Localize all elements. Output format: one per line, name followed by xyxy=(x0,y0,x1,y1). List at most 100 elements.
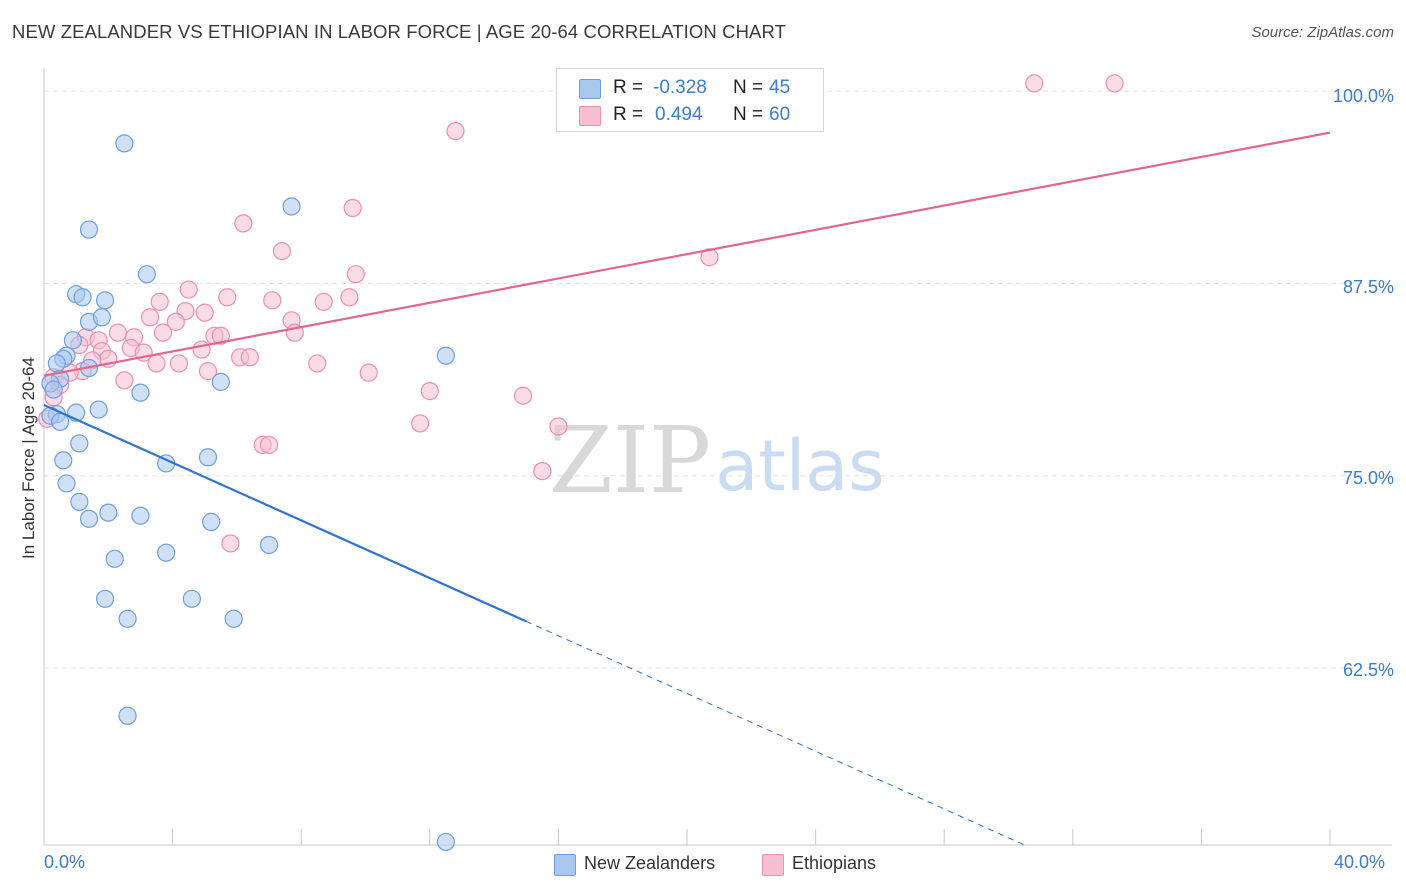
ethiopian-point xyxy=(308,354,327,373)
r-value: -0.328 xyxy=(653,77,707,98)
ethiopian-point xyxy=(272,241,292,261)
ethiopians-trend-line xyxy=(43,131,1331,377)
new-zealander-point xyxy=(63,331,83,350)
x-tick-label: 40.0% xyxy=(1334,852,1386,872)
legend-label: New Zealanders xyxy=(584,853,716,873)
new-zealander-point xyxy=(224,609,243,628)
chart-title: NEW ZEALANDER VS ETHIOPIAN IN LABOR FORC… xyxy=(12,21,786,42)
ethiopian-point xyxy=(166,312,185,331)
y-tick-label: 75.0% xyxy=(1342,468,1394,488)
stats-legend: R = -0.328 N = 45 R = 0.494 N = 60 xyxy=(556,68,824,132)
ethiopian-point xyxy=(192,340,211,359)
new-zealander-point xyxy=(259,535,279,555)
new-zealander-point xyxy=(131,383,150,402)
ethiopian-point xyxy=(446,121,465,141)
new-zealander-point xyxy=(182,589,201,608)
new-zealander-point xyxy=(79,509,99,528)
new-zealander-point xyxy=(89,400,108,419)
new-zealander-point xyxy=(211,372,230,391)
ethiopian-point xyxy=(140,308,160,327)
new-zealander-point xyxy=(92,308,111,327)
new-zealander-point xyxy=(436,346,455,365)
new-zealander-point xyxy=(198,448,218,467)
ethiopian-point xyxy=(234,214,253,233)
ethiopian-point xyxy=(1025,74,1044,93)
x-tick-label: 0.0% xyxy=(44,852,86,872)
ethiopian-point xyxy=(147,354,166,373)
ethiopian-point xyxy=(513,386,533,405)
ethiopian-point xyxy=(211,326,230,345)
new-zealander-point xyxy=(54,451,73,470)
axes xyxy=(43,68,1392,846)
new-zealanders-points xyxy=(41,134,455,852)
ethiopian-point xyxy=(1105,74,1124,93)
r-value: 0.494 xyxy=(655,104,703,125)
ethiopian-point xyxy=(221,534,240,553)
ethiopian-point xyxy=(359,363,378,382)
new-zealander-point xyxy=(202,512,221,531)
new-zealander-point xyxy=(70,492,89,511)
new-zealander-point xyxy=(105,549,124,568)
new-zealander-point xyxy=(282,197,301,216)
new-zealanders-trend-extension xyxy=(526,620,1025,846)
ethiopian-point xyxy=(218,288,237,307)
new-zealanders-swatch xyxy=(579,79,601,99)
ethiopian-point xyxy=(533,462,552,481)
new-zealander-point xyxy=(73,288,92,307)
ethiopian-point xyxy=(169,354,189,373)
new-zealanders-swatch xyxy=(554,854,576,876)
series-legend: New Zealanders Ethiopians xyxy=(0,852,1406,878)
new-zealander-point xyxy=(70,434,89,453)
r-label: R = xyxy=(613,104,644,125)
ethiopian-point xyxy=(150,292,169,311)
n-label: N = xyxy=(733,77,764,98)
new-zealander-point xyxy=(47,354,66,373)
ethiopian-point xyxy=(240,348,259,367)
new-zealander-point xyxy=(57,474,76,493)
watermark: ZIP atlas xyxy=(549,407,885,514)
new-zealander-point xyxy=(137,265,156,284)
ethiopian-point xyxy=(340,288,359,307)
ethiopian-point xyxy=(346,265,365,284)
y-tick-label: 62.5% xyxy=(1342,660,1394,680)
ethiopian-point xyxy=(108,323,128,342)
grid xyxy=(44,90,1392,669)
trend-lines xyxy=(43,131,1331,846)
source-label: Source: ZipAtlas.com xyxy=(1251,24,1394,41)
y-axis-label: In Labor Force | Age 20-64 xyxy=(19,357,38,559)
ethiopian-point xyxy=(549,417,568,436)
new-zealander-point xyxy=(79,220,99,239)
ethiopian-point xyxy=(259,435,279,455)
ethiopian-point xyxy=(115,371,134,390)
new-zealander-point xyxy=(115,134,134,153)
new-zealander-point xyxy=(131,506,150,525)
new-zealanders-trend-line xyxy=(43,403,527,623)
y-tick-label: 87.5% xyxy=(1342,277,1394,297)
new-zealander-point xyxy=(95,589,115,608)
new-zealander-point xyxy=(157,543,176,562)
ethiopian-point xyxy=(343,198,362,218)
new-zealander-point xyxy=(118,706,137,725)
new-zealander-point xyxy=(118,609,137,628)
ethiopian-point xyxy=(411,414,430,433)
new-zealander-point xyxy=(50,412,70,431)
ethiopian-point xyxy=(198,362,218,381)
ethiopian-point xyxy=(263,291,282,310)
ethiopians-swatch xyxy=(762,854,784,876)
new-zealander-point xyxy=(99,503,118,522)
ethiopian-point xyxy=(195,303,214,322)
ethiopians-swatch xyxy=(579,106,601,126)
n-value: 45 xyxy=(769,77,791,98)
ethiopian-point xyxy=(314,292,333,311)
y-tick-label: 100.0% xyxy=(1332,86,1394,106)
ethiopian-point xyxy=(179,280,198,299)
watermark-atlas: atlas xyxy=(715,425,884,507)
n-value: 60 xyxy=(769,104,791,125)
ethiopian-point xyxy=(700,248,719,267)
watermark-zip: ZIP xyxy=(549,407,711,514)
ethiopian-point xyxy=(153,323,173,342)
new-zealander-point xyxy=(436,832,455,852)
ethiopian-point xyxy=(420,382,439,401)
r-label: R = xyxy=(613,77,644,98)
